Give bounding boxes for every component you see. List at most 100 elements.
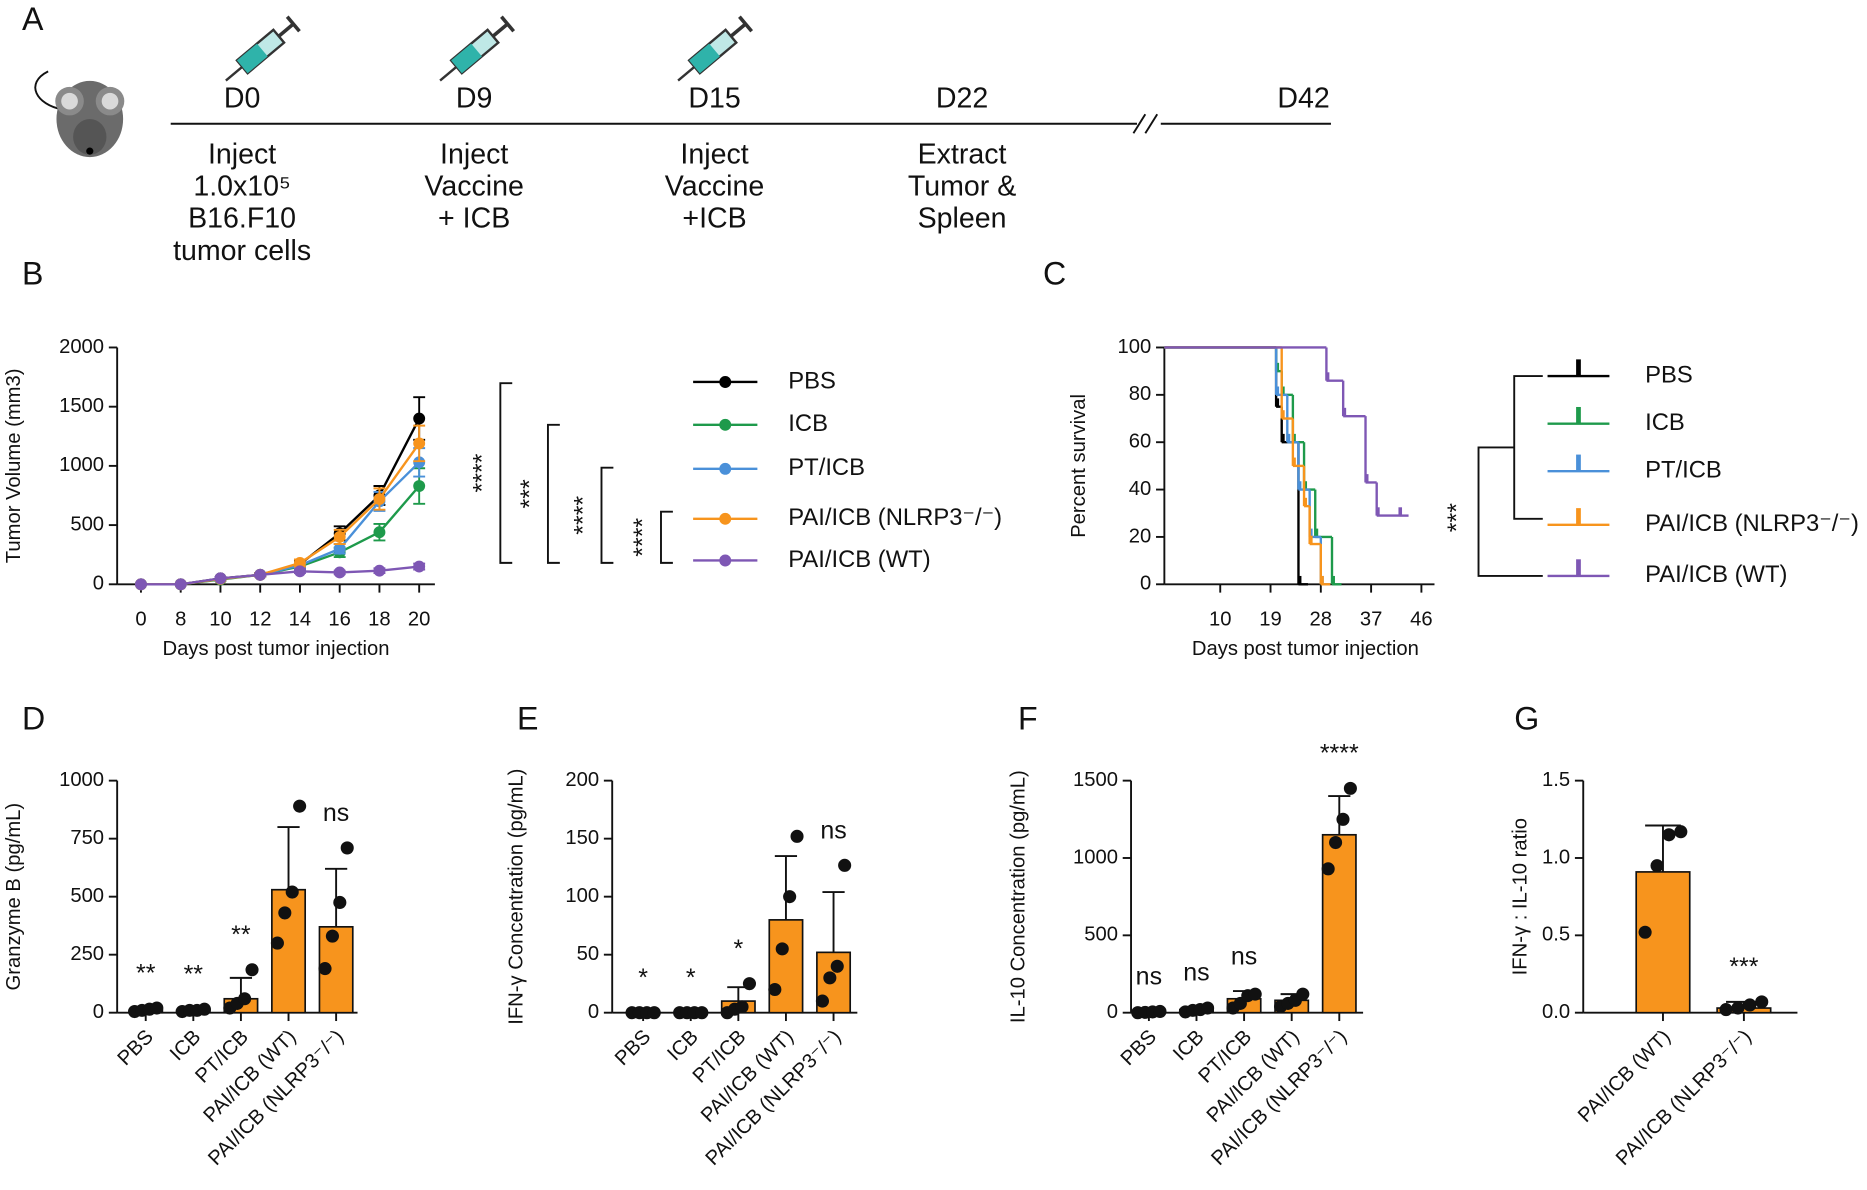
syringe-icon xyxy=(225,15,301,82)
data-point xyxy=(413,412,426,425)
timeline-day: D22 xyxy=(936,83,988,115)
error-bar xyxy=(774,855,798,920)
data-point xyxy=(1674,825,1688,839)
data-point xyxy=(823,971,837,985)
y-tick-label: 60 xyxy=(1129,431,1152,453)
significance-label: *** xyxy=(1729,953,1758,981)
y-tick-label: 0 xyxy=(588,1001,599,1023)
significance-label: * xyxy=(638,964,648,992)
legend-label: PT/ICB xyxy=(788,454,865,481)
data-point xyxy=(1329,835,1343,850)
y-tick-label: 200 xyxy=(565,769,599,791)
y-tick-label: 0 xyxy=(1140,573,1151,595)
data-point xyxy=(1755,995,1769,1009)
data-point xyxy=(254,568,267,581)
data-point xyxy=(340,841,354,855)
data-point xyxy=(790,829,804,843)
y-axis-label: Percent survival xyxy=(1068,394,1090,538)
x-tick-label: PBS xyxy=(114,1026,158,1070)
y-tick-label: 0 xyxy=(93,1001,104,1023)
y-tick-label: 80 xyxy=(1129,383,1152,405)
data-point xyxy=(1321,862,1335,876)
timeline-day: D15 xyxy=(688,83,740,115)
timeline-note: Vaccine xyxy=(424,171,523,203)
data-point xyxy=(1153,1004,1167,1018)
y-tick-label: 500 xyxy=(1084,924,1118,946)
y-axis-label: Granzyme B (pg/mL) xyxy=(3,803,25,991)
x-tick-label: 12 xyxy=(249,608,272,630)
significance-label: *** xyxy=(1443,503,1471,532)
x-tick-label: 0 xyxy=(135,608,146,630)
data-point xyxy=(135,578,147,591)
legend-label: ICB xyxy=(1645,409,1685,436)
data-point xyxy=(333,542,346,555)
data-point xyxy=(150,1001,164,1015)
data-point xyxy=(1201,1001,1215,1015)
significance-bracket xyxy=(1477,375,1543,577)
mouse-icon xyxy=(34,70,125,158)
y-tick-label: 20 xyxy=(1129,525,1152,547)
x-tick-label: 8 xyxy=(175,608,186,630)
data-point xyxy=(413,437,426,450)
data-point xyxy=(413,456,426,469)
significance-label: * xyxy=(686,964,696,992)
data-point xyxy=(285,885,299,899)
panel-label: C xyxy=(1043,256,1066,292)
x-axis-label: Days post tumor injection xyxy=(163,638,390,660)
x-tick-label: ICB xyxy=(166,1026,205,1065)
significance-label: ns xyxy=(820,817,846,845)
bar xyxy=(1635,871,1691,1014)
y-tick-label: 0 xyxy=(1107,1001,1118,1023)
data-point xyxy=(293,557,306,569)
legend-marker xyxy=(719,418,732,431)
panel-label: A xyxy=(22,1,44,37)
data-point xyxy=(1662,828,1676,842)
data-point xyxy=(333,566,346,579)
data-point xyxy=(413,480,426,492)
x-tick-label: 14 xyxy=(289,608,312,630)
x-tick-label: PAI/ICB (NLRP3⁻/⁻) xyxy=(1612,1026,1756,1170)
significance-label: **** xyxy=(468,453,496,492)
y-axis-label: IFN-γ : IL-10 ratio xyxy=(1510,818,1532,975)
data-point xyxy=(325,929,339,943)
data-point xyxy=(293,565,306,578)
x-tick-label: 20 xyxy=(408,608,431,630)
x-tick-label: 19 xyxy=(1259,608,1282,630)
data-point xyxy=(245,963,259,977)
legend-label: PBS xyxy=(1645,361,1693,388)
data-point xyxy=(197,1002,211,1016)
x-tick-label: 10 xyxy=(209,608,231,630)
data-point xyxy=(238,992,252,1006)
data-point xyxy=(333,895,347,910)
timeline-note: tumor cells xyxy=(173,235,311,267)
significance-label: **** xyxy=(629,518,657,557)
panel-label: E xyxy=(517,701,538,737)
legend-label: PAI/ICB (NLRP3⁻/⁻) xyxy=(788,504,1002,531)
data-point xyxy=(742,977,756,991)
timeline-day: D0 xyxy=(224,83,261,115)
legend-label: PAI/ICB (WT) xyxy=(1645,561,1787,588)
y-axis-label: Tumor Volume (mm3) xyxy=(3,369,25,564)
data-point xyxy=(1336,812,1350,826)
y-tick-label: 500 xyxy=(70,513,104,535)
timeline-note: Inject xyxy=(208,138,276,170)
significance-label: **** xyxy=(1320,740,1359,768)
y-axis-label: IL-10 Concentration (pg/mL) xyxy=(1008,770,1030,1023)
data-point xyxy=(270,936,284,950)
y-tick-label: 1.0 xyxy=(1542,846,1570,868)
y-tick-label: 1000 xyxy=(1073,846,1118,868)
y-tick-label: 1500 xyxy=(1073,769,1118,791)
timeline-note: 1.0x10⁵ xyxy=(193,171,291,203)
y-tick-label: 40 xyxy=(1129,478,1152,500)
data-point xyxy=(214,572,227,585)
data-point xyxy=(413,560,426,573)
legend-label: PBS xyxy=(788,367,836,394)
significance-label: ns xyxy=(1183,959,1209,987)
y-tick-label: 1000 xyxy=(59,454,104,476)
syringe-icon xyxy=(677,15,754,82)
data-point xyxy=(318,962,332,976)
timeline-note: Inject xyxy=(440,138,508,170)
timeline-day: D42 xyxy=(1277,83,1329,115)
legend-marker xyxy=(719,376,732,388)
